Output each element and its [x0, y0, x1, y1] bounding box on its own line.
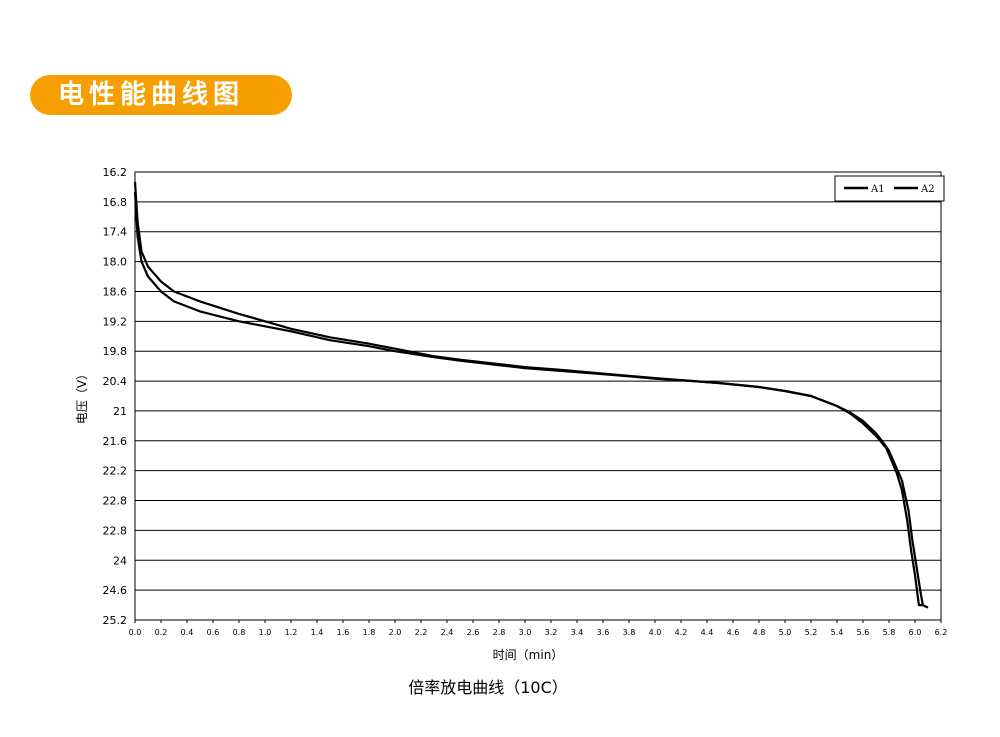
x-tick-label: 2.6 — [467, 628, 480, 637]
y-tick-label: 18.0 — [103, 256, 128, 269]
x-tick-label: 2.4 — [441, 628, 454, 637]
y-tick-label: 17.4 — [103, 226, 128, 239]
x-tick-label: 2.0 — [389, 628, 402, 637]
x-tick-label: 3.4 — [571, 628, 584, 637]
y-tick-label: 24.6 — [103, 584, 128, 597]
series-line-a2 — [133, 181, 929, 609]
x-tick-label: 1.6 — [337, 628, 350, 637]
x-tick-label: 1.0 — [259, 628, 272, 637]
y-tick-label: 19.2 — [103, 315, 128, 328]
x-tick-label: 2.2 — [415, 628, 428, 637]
x-tick-label: 6.0 — [909, 628, 922, 637]
y-tick-label: 25.2 — [103, 614, 128, 627]
x-tick-label: 0.8 — [233, 628, 246, 637]
legend: A1 A2 — [834, 175, 945, 202]
x-tick-label: 4.0 — [649, 628, 662, 637]
y-tick-label: 21.6 — [103, 435, 128, 448]
y-tick-label: 16.2 — [103, 166, 128, 179]
x-tick-label: 3.8 — [623, 628, 636, 637]
x-tick-label: 3.2 — [545, 628, 558, 637]
x-tick-label: 0.0 — [129, 628, 142, 637]
x-tick-label: 4.8 — [753, 628, 766, 637]
x-tick-label: 3.6 — [597, 628, 610, 637]
x-axis-label: 时间（min） — [493, 648, 564, 662]
x-tick-label: 5.6 — [857, 628, 870, 637]
x-tick-label: 1.8 — [363, 628, 376, 637]
x-tick-label: 0.6 — [207, 628, 220, 637]
x-tick-label: 0.4 — [181, 628, 194, 637]
y-tick-label: 16.8 — [103, 196, 128, 209]
x-tick-label: 5.2 — [805, 628, 818, 637]
header-banner: 电性能曲线图 — [30, 75, 292, 115]
y-tick-label: 24 — [113, 554, 127, 567]
x-tick-label: 1.4 — [311, 628, 324, 637]
x-tick-label: 4.6 — [727, 628, 740, 637]
chart-title: 倍率放电曲线（10C） — [408, 678, 568, 697]
x-tick-label: 5.0 — [779, 628, 792, 637]
x-tick-label: 2.8 — [493, 628, 506, 637]
legend-label-a1: A1 — [870, 184, 885, 195]
x-tick-label: 5.4 — [831, 628, 844, 637]
series-line-a1 — [133, 191, 923, 607]
x-tick-label: 1.2 — [285, 628, 298, 637]
y-tick-label: 20.4 — [103, 375, 128, 388]
x-tick-label: 3.0 — [519, 628, 532, 637]
header-title: 电性能曲线图 — [58, 80, 245, 110]
legend-label-a2: A2 — [920, 184, 935, 195]
y-tick-label: 22.2 — [103, 465, 128, 478]
y-tick-label: 19.8 — [103, 345, 128, 358]
x-tick-label: 4.2 — [675, 628, 688, 637]
y-tick-label: 18.6 — [103, 285, 128, 298]
x-tick-label: 6.2 — [935, 628, 948, 637]
plot-frame — [134, 171, 942, 621]
x-tick-label: 5.8 — [883, 628, 896, 637]
y-axis-label: 电压（V） — [75, 368, 89, 424]
y-tick-label: 22.8 — [103, 524, 128, 537]
y-tick-label: 21 — [113, 405, 127, 418]
x-tick-label: 4.4 — [701, 628, 714, 637]
y-tick-label: 22.8 — [103, 495, 128, 508]
x-tick-label: 0.2 — [155, 628, 168, 637]
